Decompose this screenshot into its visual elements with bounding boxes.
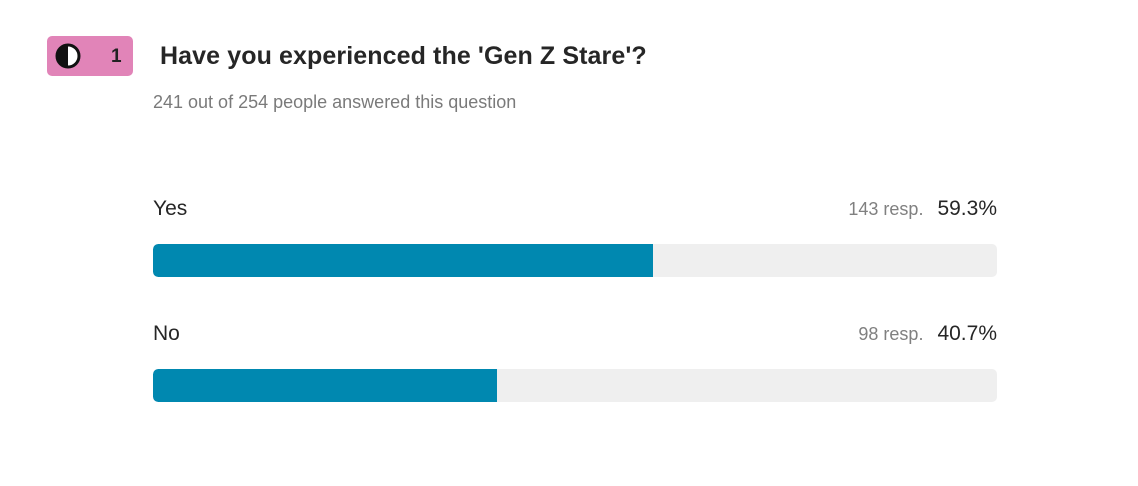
response-percent: 40.7% (937, 322, 997, 345)
answer-summary: 241 out of 254 people answered this ques… (153, 92, 517, 112)
question-title: Have you experienced the 'Gen Z Stare'? (160, 42, 647, 70)
response-count: 98 resp. (858, 324, 924, 344)
result-bar-fill (153, 369, 497, 402)
option-yes: Yes 143 resp. 59.3% (153, 197, 997, 277)
half-circle-icon (55, 43, 81, 69)
response-percent: 59.3% (937, 197, 997, 220)
result-bar-fill (153, 244, 654, 277)
option-label: Yes (153, 197, 188, 220)
option-label: No (153, 322, 180, 345)
response-count: 143 resp. (848, 199, 924, 219)
question-number: 1 (111, 46, 122, 67)
result-bar-track (153, 244, 997, 277)
option-no: No 98 resp. 40.7% (153, 322, 997, 402)
result-bar-track (153, 369, 997, 402)
question-number-badge: 1 (47, 36, 133, 76)
